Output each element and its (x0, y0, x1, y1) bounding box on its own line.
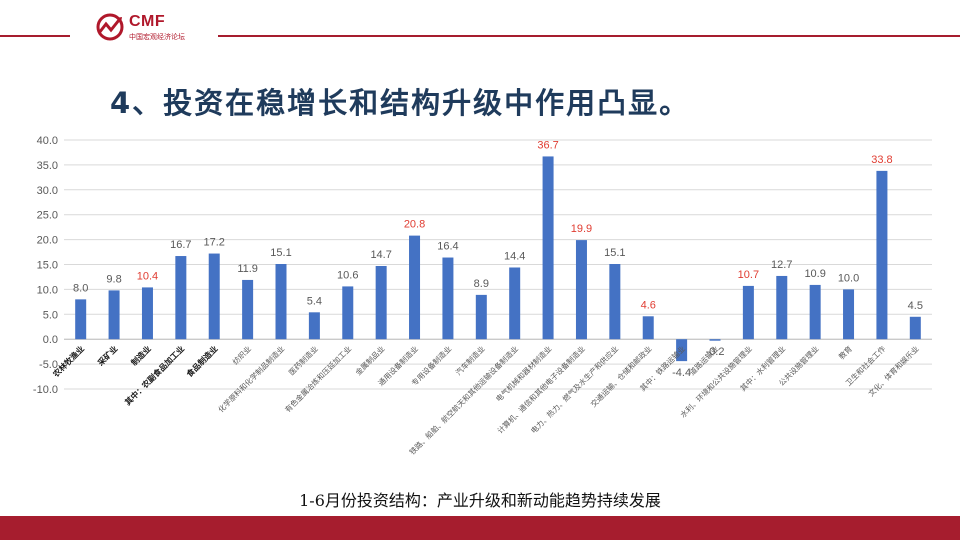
data-label: 10.7 (738, 269, 759, 281)
bar (442, 257, 454, 340)
y-tick-label: 40.0 (37, 135, 58, 147)
data-label: 5.4 (307, 295, 322, 307)
logo-text: CMF (129, 13, 166, 30)
y-tick-label: 35.0 (37, 160, 58, 172)
x-category-label: 金属制品业 (353, 343, 387, 377)
x-category-label: 教育 (836, 343, 854, 361)
bar (542, 156, 554, 340)
data-label: 15.1 (270, 247, 291, 259)
bar (509, 267, 521, 340)
bar (676, 339, 688, 362)
data-label: 20.8 (404, 219, 425, 231)
bar (308, 312, 320, 340)
bar (275, 264, 287, 340)
bar (141, 287, 153, 340)
data-label: 10.9 (804, 268, 825, 280)
data-label: 4.5 (908, 300, 923, 312)
data-label: 9.8 (106, 273, 121, 285)
y-tick-label: 20.0 (37, 235, 58, 247)
bar (575, 240, 587, 340)
data-label: 10.0 (838, 272, 859, 284)
bar-chart: 40.0 35.0 30.0 25.0 20.0 15.0 10.0 5.0 0.0 -5.0 -1… (33, 135, 932, 457)
x-category-label: 纺织业 (230, 343, 253, 366)
x-category-label: 有色金属冶炼和压延加工业 (282, 343, 353, 414)
data-label: 15.1 (604, 247, 625, 259)
x-category-label: 医药制造业 (286, 343, 320, 377)
x-category-label: 汽车制造业 (453, 343, 487, 377)
data-label: 17.2 (204, 237, 225, 249)
data-label: 16.7 (170, 239, 191, 251)
bar (208, 253, 220, 340)
y-tick-label: 15.0 (37, 260, 58, 272)
logo-subtext: 中国宏观经济论坛 (129, 33, 185, 41)
data-label: 8.9 (474, 278, 489, 290)
x-category-label: 化学原料和化学制品制造业 (216, 343, 287, 414)
y-tick-label: -5.0 (39, 359, 58, 371)
data-label: -4.4 (672, 367, 691, 379)
bar (75, 299, 87, 340)
data-label: 14.7 (370, 249, 391, 261)
cmf-logo-mark-icon (96, 13, 124, 41)
y-tick-label: 30.0 (37, 185, 58, 197)
data-label: 36.7 (537, 139, 558, 151)
header-rule-right (218, 35, 960, 37)
data-label: 19.9 (571, 223, 592, 235)
data-label: 10.4 (137, 270, 158, 282)
bar (108, 290, 120, 340)
bar (876, 170, 888, 340)
bar (776, 275, 788, 340)
data-label: 10.6 (337, 269, 358, 281)
x-category-label: 交通运输、仓储和邮政业 (588, 343, 654, 409)
bar (609, 264, 621, 340)
x-category-label: 电气机械和器材制造业 (493, 343, 553, 403)
chart-caption: 1-6月份投资结构：产业升级和新动能趋势持续发展 (299, 491, 661, 510)
data-label: 14.4 (504, 250, 525, 262)
y-tick-label: 25.0 (37, 210, 58, 222)
data-label: -0.2 (706, 346, 725, 358)
bar (175, 256, 187, 340)
x-category-label: 食品制造业 (184, 344, 219, 379)
cmf-logo: CMF 中国宏观经济论坛 (95, 12, 215, 46)
bar (375, 265, 387, 340)
data-label: 11.9 (237, 263, 258, 275)
x-category-label: 道路运输业 (687, 343, 721, 377)
bar (909, 316, 921, 340)
y-tick-label: 10.0 (37, 284, 58, 296)
bar (742, 285, 754, 340)
footer-bar (0, 516, 960, 540)
y-tick-label: 5.0 (43, 309, 58, 321)
data-label: 33.8 (871, 154, 892, 166)
bar (642, 316, 654, 340)
y-tick-label: -10.0 (33, 384, 58, 396)
bar (342, 286, 354, 340)
x-category-label: 其中：农副食品加工业 (123, 344, 187, 408)
data-label: 4.6 (641, 299, 656, 311)
bar (242, 279, 254, 340)
header-rule-left (0, 35, 70, 37)
y-tick-label: 0.0 (43, 334, 58, 346)
bar (843, 289, 855, 340)
data-label: 8.0 (73, 282, 88, 294)
data-label: 16.4 (437, 241, 458, 253)
bar (809, 284, 821, 340)
slide-title: 4、投资在稳增长和结构升级中作用凸显。 (110, 86, 691, 120)
bar (475, 294, 487, 340)
data-label: 12.7 (771, 259, 792, 271)
bar (409, 235, 421, 340)
bar (709, 339, 721, 341)
